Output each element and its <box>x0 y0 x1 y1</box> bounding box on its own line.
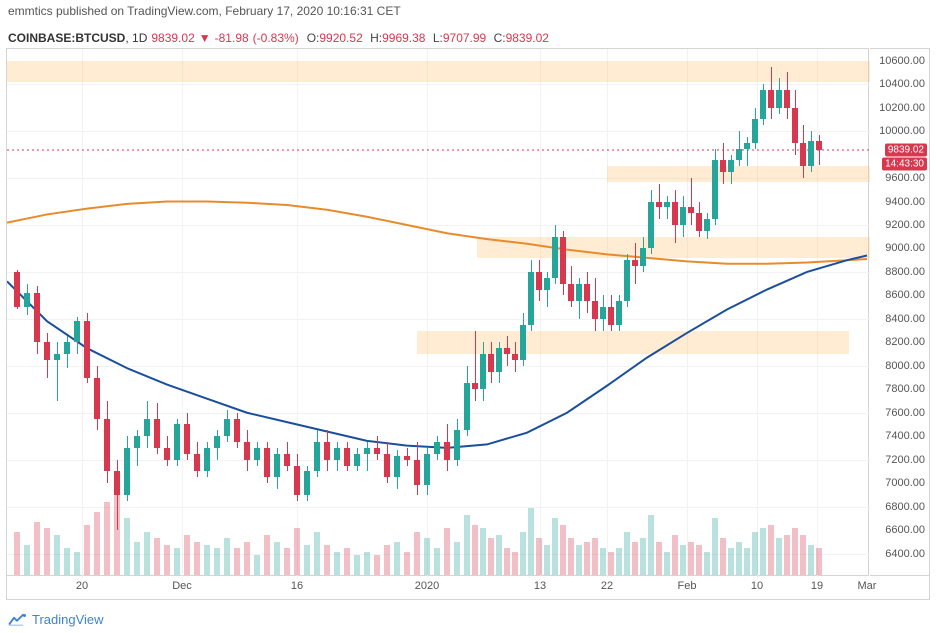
last-price: 9839.02 <box>151 31 194 45</box>
arrow-down-icon: ▼ <box>199 31 211 45</box>
net-change: -81.98 <box>215 31 249 45</box>
exchange: COINBASE <box>8 31 71 45</box>
brand-label: TradingView <box>32 612 104 627</box>
interval: 1D <box>132 31 147 45</box>
symbol: BTCUSD <box>75 31 125 45</box>
price-chart[interactable] <box>6 48 869 576</box>
y-axis[interactable]: 6400.006600.006800.007000.007200.007400.… <box>870 48 930 576</box>
tradingview-icon <box>8 613 26 627</box>
brand-footer[interactable]: TradingView <box>8 612 104 627</box>
pct-change: (-0.83%) <box>253 31 299 45</box>
publish-info: emmtics published on TradingView.com, Fe… <box>8 4 401 18</box>
ohlc: O:9920.52 H:9969.38 L:9707.99 C:9839.02 <box>303 31 549 45</box>
x-axis[interactable]: 20Dec1620201322Feb1019Mar <box>6 576 930 600</box>
